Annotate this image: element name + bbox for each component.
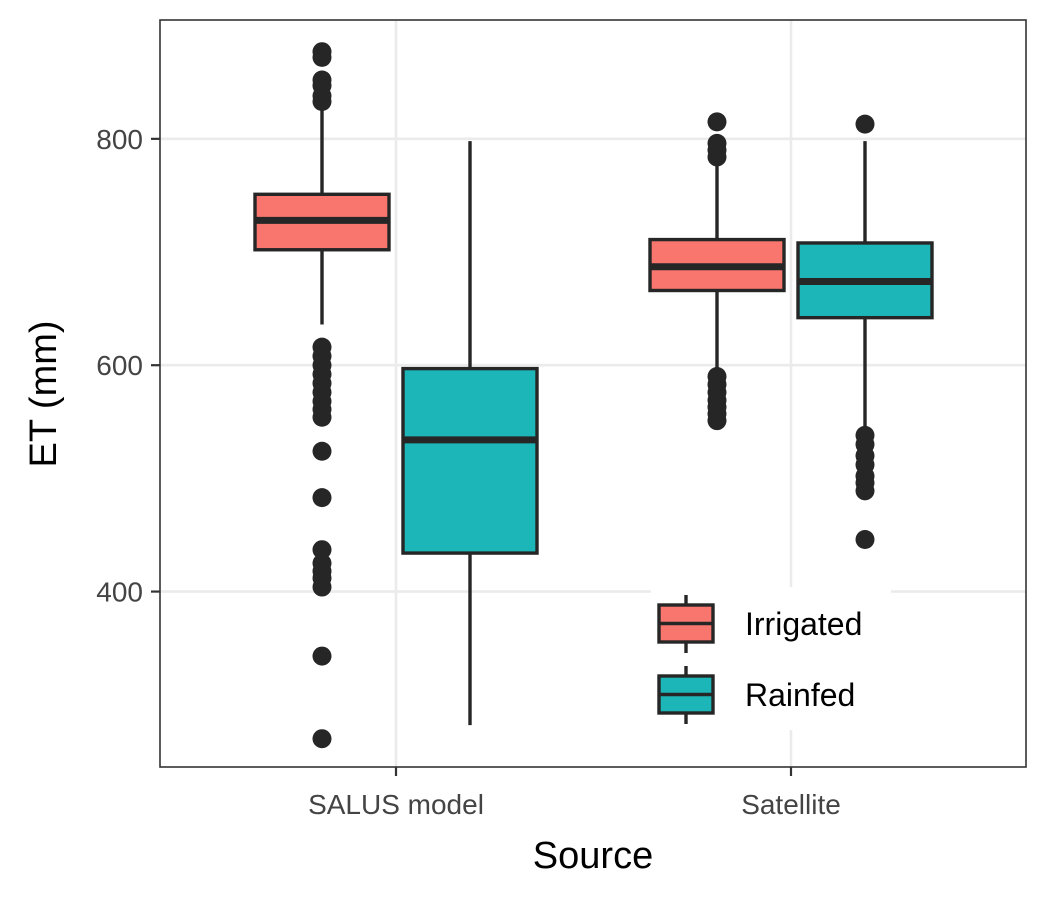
outlier-point: [312, 540, 332, 560]
y-tick-label: 800: [96, 124, 143, 155]
outlier-point: [855, 530, 875, 550]
legend-key-rainfed: [657, 666, 715, 724]
outlier-point: [312, 488, 332, 508]
outlier-point: [312, 646, 332, 666]
outlier-point: [855, 481, 875, 501]
panel-border: [159, 19, 1027, 768]
y-axis-title: ET (mm): [23, 320, 65, 467]
outlier-point: [312, 441, 332, 461]
legend-key-irrigated: [657, 595, 715, 653]
boxplot-irrigated-satellite: [648, 112, 786, 431]
outlier-point: [312, 577, 332, 597]
grid-lines: [160, 20, 1026, 767]
iqr-box: [401, 366, 539, 555]
legend-label-rainfed: Rainfed: [745, 677, 855, 713]
boxplot-rainfed-satellite: [796, 114, 934, 550]
x-tick-label: SALUS model: [308, 789, 484, 820]
boxplot-rainfed-salus-model: [401, 141, 539, 726]
outlier-point: [707, 112, 727, 132]
panel-background: [160, 20, 1026, 767]
plot-area: [253, 42, 934, 749]
x-tick-label: Satellite: [741, 789, 841, 820]
outlier-point: [707, 411, 727, 431]
outlier-point: [312, 407, 332, 427]
y-tick-label: 600: [96, 350, 143, 381]
outlier-point: [707, 147, 727, 167]
axes: 400 600 800 SALUS model Satellite: [96, 124, 841, 820]
legend-label-irrigated: Irrigated: [745, 606, 862, 642]
outlier-point: [312, 91, 332, 111]
legend: Irrigated Rainfed: [651, 587, 891, 730]
outlier-point: [312, 729, 332, 749]
x-axis-title: Source: [533, 835, 653, 877]
boxplot-irrigated-salus-model: [253, 42, 391, 749]
outlier-point: [855, 114, 875, 134]
outlier-point: [312, 47, 332, 67]
y-tick-label: 400: [96, 577, 143, 608]
